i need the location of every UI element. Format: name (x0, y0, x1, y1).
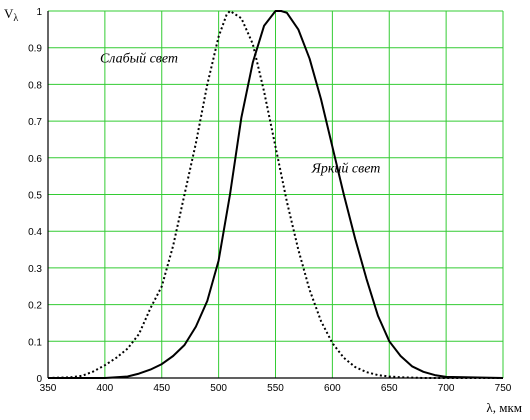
x-tick-label-8: 750 (495, 383, 512, 394)
tick-labels: 350 400 450 500 550 600 650 700 750 0 0.1 0.2 0.3 0.4… (28, 7, 512, 394)
y-axis-title-main: V (4, 6, 14, 21)
y-tick-label-5: 0.5 (28, 191, 42, 202)
y-axis-title-sub: λ (13, 13, 18, 24)
y-tick-label-2: 0.2 (28, 301, 42, 312)
series-line-bright-light (48, 10, 504, 379)
x-tick-label-6: 650 (381, 383, 398, 394)
x-tick-label-3: 500 (210, 383, 227, 394)
y-tick-label-10: 1 (36, 7, 42, 18)
y-tick-label-1: 0.1 (28, 337, 42, 348)
series-lines (47, 10, 504, 379)
x-tick-label-1: 400 (97, 383, 114, 394)
grid (47, 10, 504, 379)
x-tick-label-0: 350 (40, 383, 57, 394)
x-axis-title: λ, мкм (486, 400, 522, 415)
x-tick-label-2: 450 (153, 383, 170, 394)
y-tick-label-9: 0.9 (28, 44, 42, 55)
x-tick-label-7: 700 (438, 383, 455, 394)
y-tick-label-6: 0.6 (28, 154, 42, 165)
x-tick-label-5: 600 (324, 383, 341, 394)
y-tick-label-0: 0 (36, 374, 42, 385)
annotations: Слабый свет Яркий свет (100, 51, 380, 176)
y-tick-label-3: 0.3 (28, 264, 42, 275)
plot-frame (47, 11, 503, 379)
annotation-1: Яркий свет (311, 161, 381, 176)
annotation-0: Слабый свет (100, 51, 178, 66)
y-tick-label-4: 0.4 (28, 227, 42, 238)
y-tick-label-7: 0.7 (28, 117, 42, 128)
y-axis-title: Vλ (4, 6, 18, 24)
x-tick-label-4: 550 (267, 383, 284, 394)
y-tick-label-8: 0.8 (28, 80, 42, 91)
